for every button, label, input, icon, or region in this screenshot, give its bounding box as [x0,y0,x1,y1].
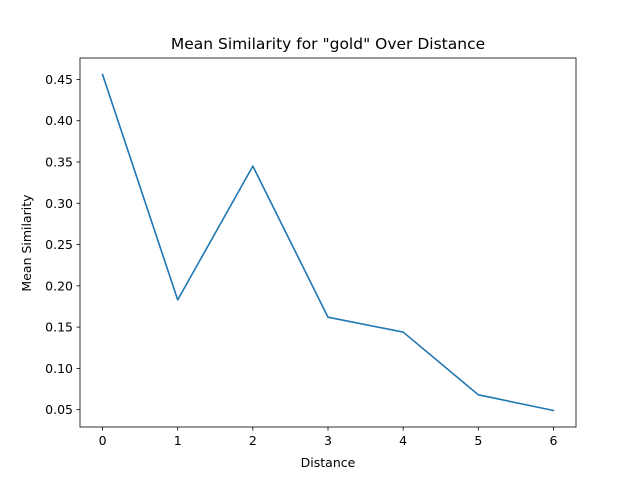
y-tick-label: 0.35 [45,155,73,170]
y-tick-label: 0.30 [45,196,73,211]
plot-area: 0 1 2 3 4 5 6 0.05 0.10 0.15 0.20 0.25 0.30 0.35 0.40 0… [45,57,577,448]
x-tick-label: 4 [399,433,407,448]
y-tick-label: 0.20 [45,278,73,293]
x-tick-label: 2 [249,433,257,448]
y-axis-label: Mean Similarity [19,194,34,292]
x-tick-label: 1 [174,433,182,448]
y-tick-label: 0.05 [45,402,73,417]
y-tick-label: 0.15 [45,320,73,335]
y-tick-label: 0.45 [45,72,73,87]
y-tick-label: 0.40 [45,113,73,128]
y-tick-label: 0.10 [45,361,73,376]
chart-title: Mean Similarity for "gold" Over Distance [171,35,485,53]
x-tick-label: 0 [99,433,107,448]
x-tick-label: 3 [324,433,332,448]
x-tick-label: 5 [474,433,482,448]
x-axis-label: Distance [301,455,356,470]
series-line-0 [101,73,555,412]
y-tick-label: 0.25 [45,237,73,252]
x-tick-label: 6 [549,433,557,448]
